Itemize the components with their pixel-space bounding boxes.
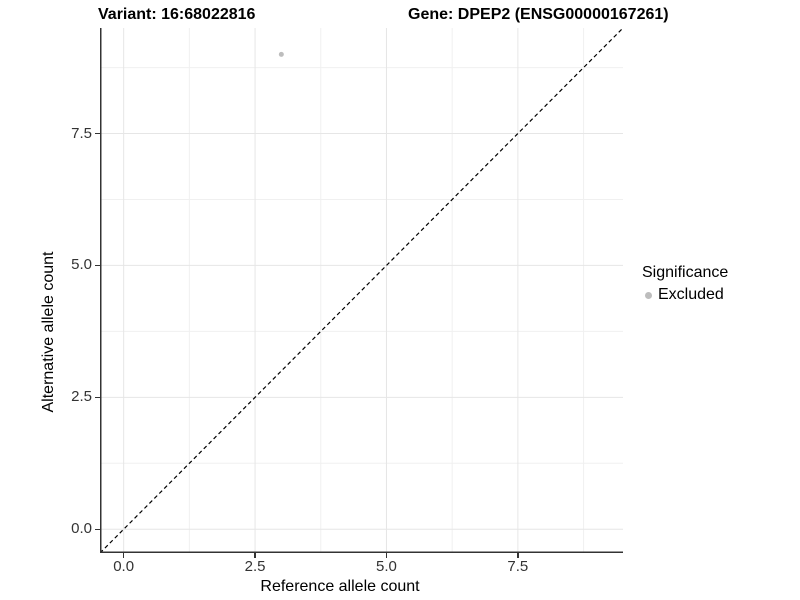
y-axis-tick-label: 7.5 [71,124,92,142]
y-axis-tick-label: 0.0 [71,520,92,538]
legend-item-label: Excluded [658,286,724,303]
y-axis-tick-label: 2.5 [71,388,92,406]
legend: Significance Excluded [642,264,728,304]
x-axis-tick [254,553,256,558]
y-axis-tick [95,396,100,399]
legend-key-dot-icon [645,291,652,299]
x-axis-tick-label: 2.5 [244,558,266,575]
x-axis-tick-label: 5.0 [376,558,397,575]
y-axis-title: Alternative allele count [40,251,57,413]
variant-title: Variant: 16:68022816 [98,6,256,23]
legend-items: Excluded [642,286,728,304]
y-axis-tick [95,264,100,267]
y-axis-tick [95,528,100,530]
plot-canvas [99,27,624,554]
y-axis-tick-label: 5.0 [71,256,92,274]
data-point [278,51,284,57]
gene-title: Gene: DPEP2 (ENSG00000167261) [408,6,669,23]
identity-line [99,27,624,554]
x-axis-tick-label: 0.0 [113,558,135,575]
legend-title: Significance [642,264,729,281]
y-axis-tick [95,132,100,135]
x-axis-tick [122,553,125,558]
x-axis-title: Reference allele count [260,578,420,595]
x-axis-tick [517,553,519,558]
x-axis-tick-label: 7.5 [507,558,529,575]
plot-panel [99,27,624,554]
legend-item: Excluded [642,286,728,304]
x-axis-tick [385,553,388,558]
